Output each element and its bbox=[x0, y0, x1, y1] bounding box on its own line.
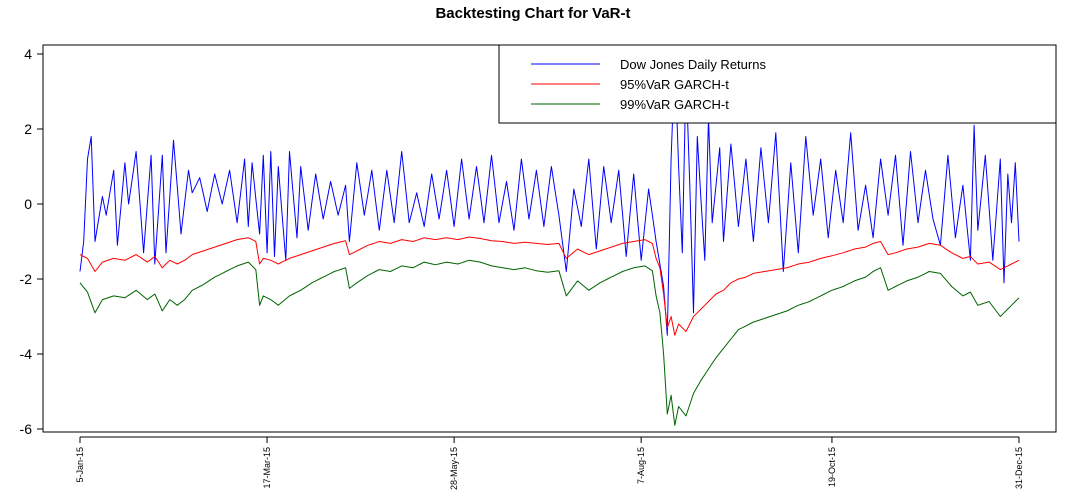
y-tick-label: 2 bbox=[24, 121, 32, 137]
series-line-var95 bbox=[79, 236, 1020, 336]
x-tick-label: 31-Dec-15 bbox=[1014, 447, 1024, 489]
series-line-var99 bbox=[79, 259, 1020, 426]
x-tick-label: 28-May-15 bbox=[449, 447, 459, 490]
x-axis: 5-Jan-15 17-Mar-15 28-May-15 7-Aug-15 19-Oct… bbox=[75, 436, 1024, 490]
x-tick-label: 17-Mar-15 bbox=[262, 447, 272, 489]
legend-label-var99: 99%VaR GARCH-t bbox=[620, 97, 729, 112]
x-tick-label: 5-Jan-15 bbox=[75, 447, 85, 483]
y-tick-label: -4 bbox=[20, 346, 33, 362]
x-tick-label: 19-Oct-15 bbox=[827, 447, 837, 487]
series-layer bbox=[79, 57, 1020, 426]
y-axis: 4 2 0 -2 -4 -6 bbox=[20, 46, 43, 437]
y-tick-label: -6 bbox=[20, 421, 33, 437]
series-line-returns bbox=[79, 57, 1020, 336]
y-tick-label: 0 bbox=[24, 196, 32, 212]
y-tick-label: 4 bbox=[24, 46, 32, 62]
legend-label-returns: Dow Jones Daily Returns bbox=[620, 57, 766, 72]
legend-label-var95: 95%VaR GARCH-t bbox=[620, 77, 729, 92]
legend: Dow Jones Daily Returns 95%VaR GARCH-t 9… bbox=[498, 44, 1057, 124]
y-tick-label: -2 bbox=[20, 271, 33, 287]
x-tick-label: 7-Aug-15 bbox=[636, 447, 646, 484]
chart-title: Backtesting Chart for VaR-t bbox=[435, 5, 630, 22]
